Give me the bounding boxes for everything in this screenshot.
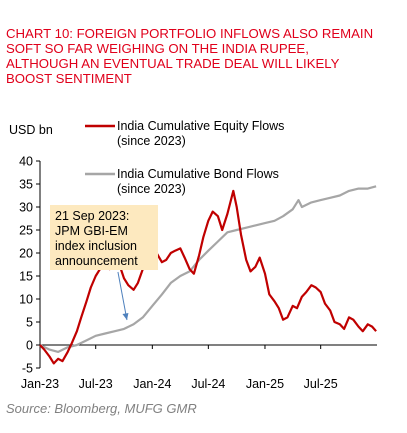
y-tick-label: 40 <box>19 155 33 169</box>
y-tick-label: -5 <box>22 362 33 376</box>
annotation-text: index inclusion <box>55 239 137 253</box>
y-tick-label: 20 <box>19 247 33 261</box>
annotation-arrowhead <box>122 313 129 320</box>
y-tick-label: 5 <box>26 316 33 330</box>
x-tick-label: Jul-25 <box>304 377 338 391</box>
title-line-3: ALTHOUGH AN EVENTUAL TRADE DEAL WILL LIK… <box>6 56 340 71</box>
y-tick-label: 25 <box>19 224 33 238</box>
bond-flows-line <box>39 185 377 353</box>
title-line-4: BOOST SENTIMENT <box>6 71 132 86</box>
annotation-box <box>50 205 158 270</box>
x-tick-label: Jan-25 <box>246 377 284 391</box>
source-note: Source: Bloomberg, MUFG GMR <box>6 401 197 416</box>
annotation-text: 21 Sep 2023: <box>55 209 129 223</box>
title-line-1: CHART 10: FOREIGN PORTFOLIO INFLOWS ALSO… <box>6 26 374 41</box>
x-tick-label: Jan-23 <box>21 377 59 391</box>
y-tick-label: 10 <box>19 293 33 307</box>
line-chart: USD bn -5 0 5 10 15 20 25 30 35 40 Jan-23 Jul-23 Jan-… <box>9 119 377 391</box>
y-axis-label: USD bn <box>9 123 53 137</box>
legend-label-bond: (since 2023) <box>117 182 186 196</box>
annotation-text: JPM GBI-EM <box>55 224 128 238</box>
y-tick-label: 0 <box>26 339 33 353</box>
y-tick-label: 30 <box>19 201 33 215</box>
y-tick-label: 35 <box>19 178 33 192</box>
x-tick-label: Jul-24 <box>191 377 225 391</box>
legend-label-equity: India Cumulative Equity Flows <box>117 119 284 133</box>
x-tick-label: Jan-24 <box>133 377 171 391</box>
y-tick-label: 15 <box>19 270 33 284</box>
annotation-text: announcement <box>55 254 138 268</box>
x-tick-label: Jul-23 <box>79 377 113 391</box>
annotation-arrow <box>117 271 128 321</box>
chart-title: CHART 10: FOREIGN PORTFOLIO INFLOWS ALSO… <box>6 26 406 86</box>
legend-label-equity: (since 2023) <box>117 134 186 148</box>
title-line-2: SOFT SO FAR WEIGHING ON THE INDIA RUPEE, <box>6 41 309 56</box>
equity-flows-line <box>39 189 377 365</box>
legend-label-bond: India Cumulative Bond Flows <box>117 167 279 181</box>
